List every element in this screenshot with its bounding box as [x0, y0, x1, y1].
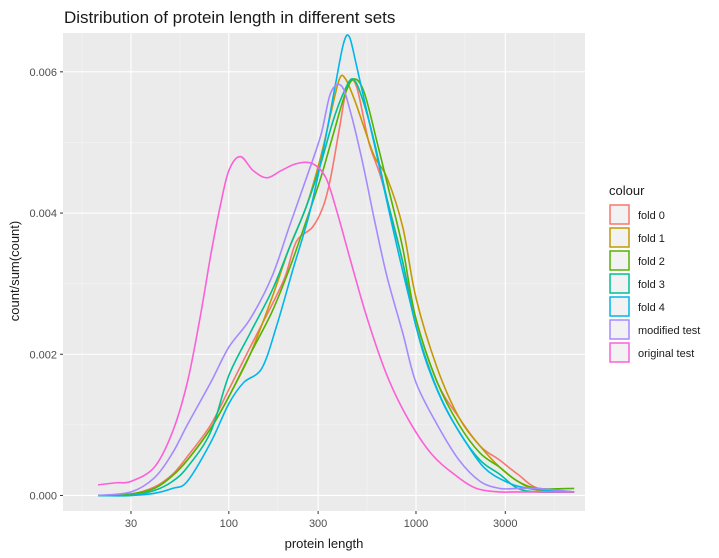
series-line-modified-test — [97, 83, 575, 497]
legend-items: fold 0 fold 1 fold 2 fold 3 fold 4 modified t… — [609, 204, 700, 363]
y-tick-label: 0.004 — [29, 208, 57, 220]
legend-label: fold 3 — [638, 279, 665, 291]
chart-title: Distribution of protein length in differ… — [64, 8, 395, 27]
legend-key-fold-1 — [609, 227, 630, 248]
y-axis-title: count/sum(count) — [7, 221, 22, 321]
x-tick-label: 1000 — [404, 518, 428, 530]
legend-key-fold-2 — [609, 250, 630, 271]
series-line-fold-4 — [98, 34, 575, 497]
y-tick-label: 0.000 — [29, 490, 57, 502]
legend-label: modified test — [638, 325, 700, 337]
legend-key-fold-0 — [609, 204, 630, 225]
series-lines — [97, 34, 575, 497]
x-tick-label: 3000 — [493, 518, 517, 530]
legend-label: original test — [638, 348, 694, 360]
legend-title: colour — [609, 183, 645, 198]
series-line-original-test — [97, 155, 575, 493]
y-axis: 0.000 0.002 0.004 0.006 — [29, 67, 63, 502]
x-axis-title: protein length — [285, 536, 364, 551]
y-tick-label: 0.006 — [29, 67, 57, 79]
plot-panel — [63, 33, 585, 511]
legend-key-fold-4 — [609, 296, 630, 317]
legend-key-modified-test — [609, 319, 630, 340]
y-tick-label: 0.002 — [29, 349, 57, 361]
legend-label: fold 1 — [638, 233, 665, 245]
legend-label: fold 0 — [638, 210, 665, 222]
legend-label: fold 2 — [638, 256, 665, 268]
legend-key-fold-3 — [609, 273, 630, 294]
legend: colour fold 0 fold 1 fold 2 fold 3 fold 4 mod… — [609, 183, 700, 363]
x-tick-label: 30 — [125, 518, 137, 530]
x-tick-label: 300 — [309, 518, 327, 530]
legend-key-original-test — [609, 342, 630, 363]
x-tick-label: 100 — [220, 518, 238, 530]
x-axis: 30 100 300 1000 3000 — [125, 511, 518, 530]
legend-label: fold 4 — [638, 302, 665, 314]
